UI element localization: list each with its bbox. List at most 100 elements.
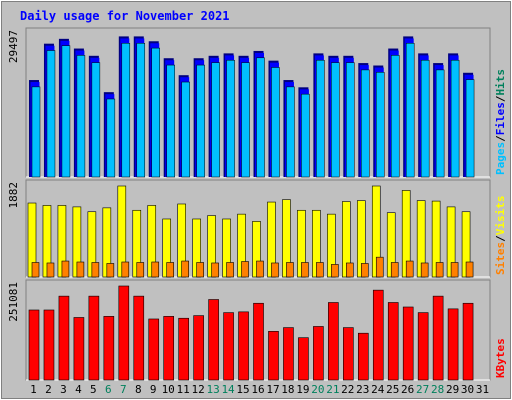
kbytes-bar xyxy=(357,332,369,381)
day-label: 14 xyxy=(221,383,235,396)
kbytes-bar xyxy=(28,309,40,381)
sites-bar xyxy=(91,262,100,278)
pages-bar xyxy=(91,62,101,178)
day-label: 16 xyxy=(251,383,264,396)
chart-panels: 29497Pages/Files/Hits1882Sites/Visits251… xyxy=(7,27,507,381)
kbytes-bar xyxy=(253,302,264,381)
pages-bar xyxy=(271,67,280,178)
kbytes-bar xyxy=(402,306,414,381)
kbytes-bar xyxy=(103,316,115,381)
day-label: 11 xyxy=(177,383,190,396)
panel-legend: KBytes xyxy=(494,338,507,378)
legend-entry: Pages xyxy=(494,142,507,175)
pages-bar xyxy=(46,50,56,178)
kbytes-bar xyxy=(417,312,429,381)
day-label: 26 xyxy=(401,383,414,396)
day-label: 25 xyxy=(386,383,399,396)
pages-bar xyxy=(450,59,460,178)
day-label: 2 xyxy=(45,383,52,396)
day-label: 27 xyxy=(416,383,429,396)
day-label: 17 xyxy=(266,383,279,396)
day-label: 7 xyxy=(120,383,127,396)
kbytes-bar xyxy=(208,299,219,381)
pages-bar xyxy=(405,43,415,178)
sites-bar xyxy=(331,264,339,278)
pages-bar xyxy=(121,43,131,178)
pages-bar xyxy=(241,62,250,178)
sites-bar xyxy=(166,262,175,278)
pages-bar xyxy=(151,47,160,178)
kbytes-bar xyxy=(462,302,474,381)
sites-bar xyxy=(435,262,444,278)
panel-max-label: 29497 xyxy=(7,30,20,63)
day-label: 30 xyxy=(461,383,474,396)
day-label: 9 xyxy=(150,383,157,396)
day-label: 10 xyxy=(162,383,175,396)
day-label: 22 xyxy=(341,383,354,396)
day-label: 3 xyxy=(60,383,67,396)
sites-bar xyxy=(196,262,204,278)
kbytes-bar xyxy=(238,311,249,381)
day-label: 5 xyxy=(90,383,97,396)
legend-entry: Files xyxy=(494,102,507,135)
pages-bar xyxy=(31,86,41,178)
chart-title: Daily usage for November 2021 xyxy=(20,9,230,23)
day-label: 8 xyxy=(135,383,142,396)
sites-bar xyxy=(465,261,474,278)
kbytes-bar xyxy=(372,289,384,381)
kbytes-bar xyxy=(88,295,100,381)
sites-bar xyxy=(271,262,279,278)
day-label: 31 xyxy=(476,383,489,396)
kbytes-bar xyxy=(73,317,85,381)
day-label: 1 xyxy=(30,383,37,396)
day-label: 28 xyxy=(431,383,444,396)
kbytes-bar xyxy=(268,331,279,381)
legend-entry: / xyxy=(494,235,507,242)
kbytes-bar xyxy=(328,302,339,381)
kbytes-bar xyxy=(133,295,145,381)
kbytes-bar xyxy=(178,317,189,381)
legend-entry: KBytes xyxy=(494,338,507,378)
kbytes-bar xyxy=(298,337,309,381)
kbytes-bar xyxy=(387,302,399,381)
day-label: 29 xyxy=(446,383,459,396)
kbytes-bar xyxy=(432,295,444,381)
pages-bar xyxy=(301,93,310,178)
pages-bar xyxy=(61,45,71,178)
sites-bar xyxy=(450,262,459,278)
pages-bar xyxy=(196,64,205,178)
kbytes-bar xyxy=(118,285,130,381)
pages-bar xyxy=(435,69,445,178)
pages-bar xyxy=(76,55,86,178)
day-label: 18 xyxy=(281,383,294,396)
sites-bar xyxy=(76,261,85,278)
sites-bar xyxy=(136,262,145,278)
day-label: 15 xyxy=(236,383,249,396)
day-label: 20 xyxy=(311,383,324,396)
pages-bar xyxy=(106,98,116,178)
legend-entry: Hits xyxy=(494,69,507,96)
sites-bar xyxy=(316,262,324,278)
pages-bar xyxy=(361,69,370,178)
pages-bar xyxy=(256,57,265,178)
sites-bar xyxy=(181,260,189,278)
x-axis-labels: 1 2 3 4 5 6 7 8 9 10 11 12 13 14 15 16 17 18 19 20 21 22 23 24 2… xyxy=(30,383,489,396)
kbytes-bar xyxy=(343,327,354,381)
day-label: 23 xyxy=(356,383,369,396)
kbytes-bar xyxy=(43,309,55,381)
pages-bar xyxy=(211,62,220,178)
sites-bar xyxy=(106,263,115,278)
day-label: 24 xyxy=(371,383,385,396)
pages-bar xyxy=(136,43,146,178)
sites-bar xyxy=(375,256,384,278)
pages-bar xyxy=(181,81,190,178)
sites-bar xyxy=(211,262,219,278)
day-label: 13 xyxy=(206,383,219,396)
pages-bar xyxy=(420,59,430,178)
sites-bar xyxy=(346,262,354,278)
sites-bar xyxy=(46,262,55,278)
sites-bar xyxy=(151,261,160,278)
pages-bar xyxy=(316,59,325,178)
kbytes-bar xyxy=(193,315,204,381)
kbytes-bar xyxy=(58,295,70,381)
